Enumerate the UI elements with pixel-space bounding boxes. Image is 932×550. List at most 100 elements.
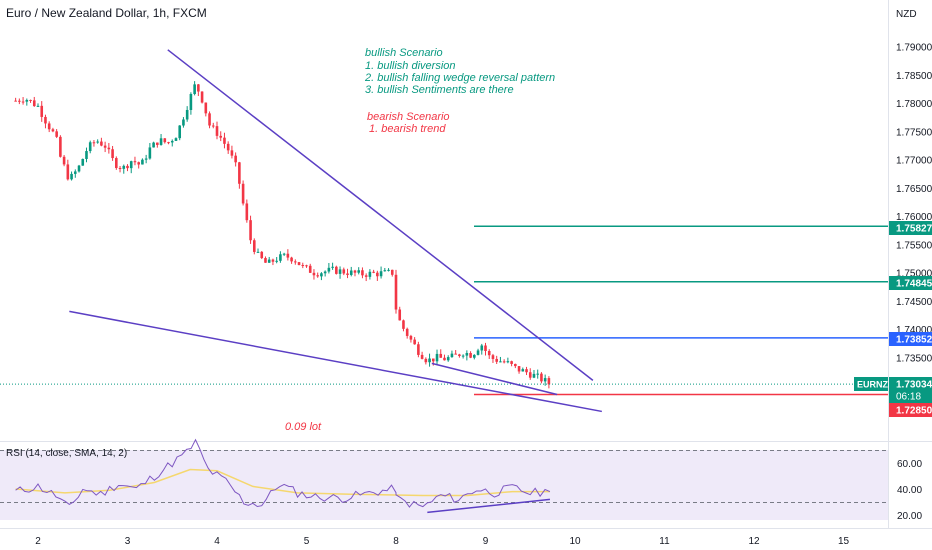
candle — [499, 356, 502, 363]
candle — [428, 353, 431, 367]
candle — [301, 262, 305, 269]
candle — [70, 171, 73, 181]
candle — [189, 92, 193, 115]
candle — [122, 164, 126, 174]
candle — [528, 368, 532, 380]
candle — [107, 142, 111, 154]
time-axis[interactable]: 2 3 4 5 8 9 10 11 12 15 — [35, 536, 849, 547]
svg-text:1.72850: 1.72850 — [896, 406, 932, 417]
price-tick-label: 1.78000 — [896, 99, 932, 110]
lower-wedge-line — [69, 310, 602, 413]
candle — [44, 114, 47, 129]
candle — [51, 127, 55, 133]
price-tick-label: 1.75500 — [896, 240, 932, 251]
candle — [282, 252, 286, 257]
candle — [260, 251, 264, 260]
candles-layer — [14, 81, 551, 389]
candle — [129, 160, 133, 174]
chart-title: Euro / New Zealand Dollar, 1h, FXCM — [6, 6, 207, 20]
candle — [338, 266, 342, 279]
candle — [193, 81, 196, 96]
candle — [446, 355, 450, 362]
candle — [81, 158, 85, 166]
rsi-label: RSI (14, close, SMA, 14, 2) — [6, 448, 127, 459]
candle — [323, 270, 327, 277]
candle — [211, 122, 215, 129]
candle — [327, 263, 331, 274]
candle — [230, 145, 234, 159]
candle — [62, 155, 66, 167]
candle — [185, 106, 189, 122]
candle — [290, 256, 293, 264]
candle — [424, 357, 428, 365]
candle — [405, 327, 409, 339]
candle — [417, 341, 420, 358]
svg-text:1.73852: 1.73852 — [896, 335, 932, 346]
candle — [174, 137, 178, 141]
candle — [85, 147, 88, 163]
price-tick-label: 1.77000 — [896, 156, 932, 167]
candle — [200, 91, 204, 104]
time-tick-label: 2 — [35, 536, 41, 547]
candle — [197, 83, 200, 97]
candle — [73, 169, 77, 178]
rsi-line — [15, 438, 551, 508]
candle — [387, 268, 390, 272]
candle — [383, 267, 387, 272]
candle — [275, 257, 278, 264]
candle — [297, 261, 301, 266]
candle — [517, 366, 521, 374]
candle — [540, 372, 543, 384]
candle — [484, 342, 487, 356]
current-price-badge[interactable]: EURNZD 1.73034 06:18 — [854, 377, 932, 403]
candle — [219, 131, 223, 142]
time-tick-label: 15 — [838, 536, 850, 547]
candle — [353, 269, 357, 277]
candle — [36, 103, 40, 107]
candle — [14, 97, 17, 102]
candle — [402, 319, 405, 332]
candle — [532, 370, 536, 379]
candle — [491, 353, 495, 363]
current-price-label: 1.73034 — [896, 380, 932, 391]
candle — [409, 334, 413, 343]
candle — [152, 141, 155, 148]
candle — [223, 132, 226, 149]
sl-badge: 1.72850 — [889, 403, 932, 417]
rsi-tick-60: 60.00 — [897, 459, 922, 470]
price-tick-label: 1.73500 — [896, 353, 932, 364]
entry-badge: 1.73852 — [889, 332, 932, 346]
time-tick-label: 5 — [304, 536, 310, 547]
svg-text:1.75827: 1.75827 — [896, 224, 932, 235]
rsi-tick-40: 40.00 — [897, 485, 922, 496]
price-tick-label: 1.77500 — [896, 127, 932, 138]
bullish-point-1: 1. bullish diversion — [365, 60, 456, 72]
rsi-layer — [15, 438, 551, 514]
candle — [204, 102, 208, 117]
candle — [141, 158, 144, 165]
tp1-badge: 1.74845 — [889, 276, 932, 290]
candle — [435, 349, 439, 366]
candle — [379, 266, 383, 279]
price-tick-label: 1.78500 — [896, 71, 932, 82]
candle — [156, 142, 159, 148]
candle — [115, 156, 118, 170]
candle — [18, 98, 21, 105]
bullish-point-2: 2. bullish falling wedge reversal patter… — [364, 72, 555, 84]
candle — [100, 137, 103, 147]
candle — [32, 96, 36, 107]
candle — [398, 306, 402, 321]
candle — [226, 141, 230, 154]
candle — [346, 268, 349, 279]
time-tick-label: 4 — [214, 536, 220, 547]
candle — [487, 349, 491, 359]
candle — [170, 139, 174, 147]
price-tick-label: 1.76500 — [896, 184, 932, 195]
candle — [376, 270, 379, 281]
candle — [308, 263, 312, 273]
candle — [103, 141, 107, 153]
candle — [241, 180, 245, 206]
candle — [96, 139, 99, 144]
